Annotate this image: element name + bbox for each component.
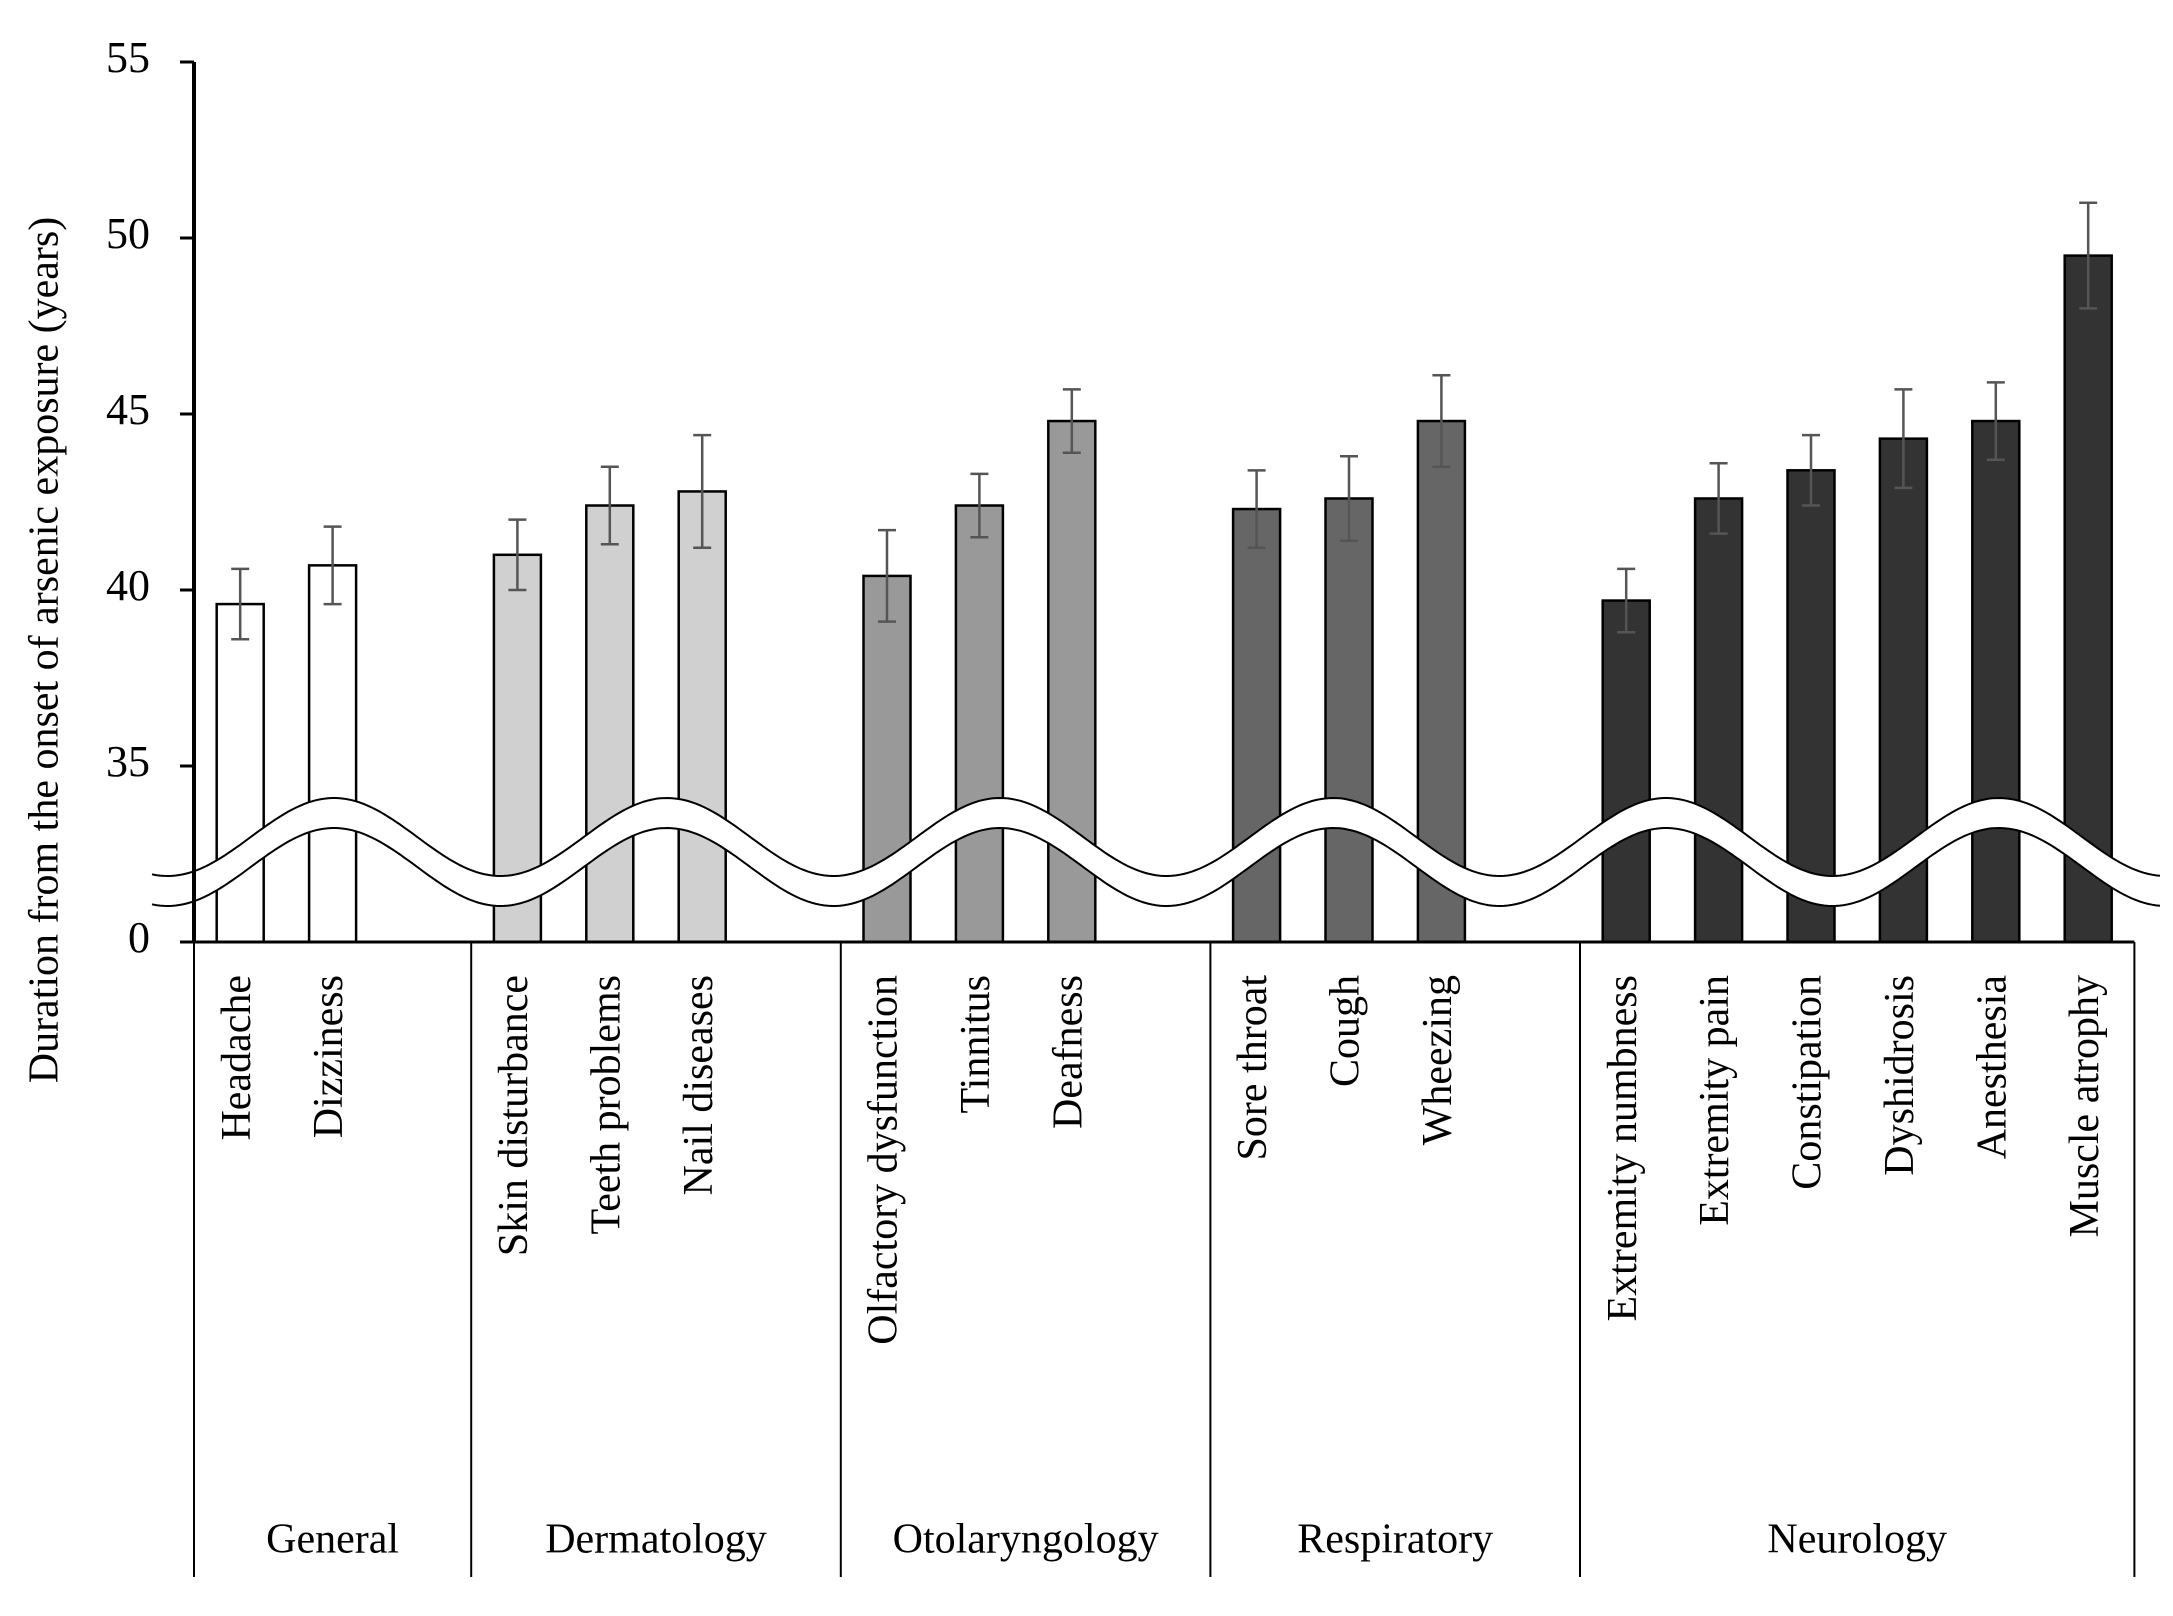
x-tick-label: Headache [214, 975, 260, 1141]
bar [307, 564, 358, 944]
error-bar [1802, 433, 1820, 507]
x-tick-label: Anesthesia [1969, 975, 2015, 1160]
x-tick-label: Sore throat [1230, 975, 1276, 1161]
x-tick-label: Nail diseases [676, 975, 722, 1195]
y-tick-label: 45 [106, 385, 150, 434]
group-label: Dermatology [545, 1517, 767, 1563]
error-bar [1617, 567, 1636, 634]
error-bar [1986, 381, 2005, 462]
axis-break-line [151, 826, 2161, 908]
x-tick-label: Teeth problems [583, 975, 629, 1235]
bar [1971, 419, 2021, 944]
y-axis-label: Duration from the onset of arsenic expos… [22, 217, 68, 1084]
group-label: General [266, 1517, 399, 1563]
group-label: Respiratory [1297, 1517, 1493, 1563]
y-tick-label: 40 [106, 561, 150, 610]
x-tick-label: Tinnitus [953, 975, 999, 1114]
y-tick-label: 0 [128, 913, 150, 962]
bar [1324, 497, 1374, 944]
error-bar [600, 465, 619, 546]
bar [1601, 599, 1651, 944]
x-tick-label: Skin disturbance [491, 975, 537, 1256]
bar [1231, 507, 1282, 944]
error-bar [323, 525, 342, 606]
error-bar [1432, 374, 1451, 469]
bar [1786, 469, 1836, 944]
error-bar [1709, 462, 1728, 535]
x-tick-label: Olfactory dysfunction [861, 975, 907, 1345]
error-bar [878, 528, 896, 623]
y-tick-label: 55 [106, 33, 150, 82]
bar [677, 490, 727, 944]
x-tick-label: Dizziness [306, 975, 352, 1138]
x-tick-label: Extremity pain [1692, 975, 1738, 1226]
bar [954, 504, 1005, 944]
axis-break-line [151, 796, 2161, 878]
bars [215, 201, 2113, 944]
error-bar [1062, 388, 1081, 454]
x-tick-label: Extremity numbness [1600, 975, 1646, 1321]
y-tick-label: 50 [106, 209, 150, 258]
x-tick-label: Cough [1323, 975, 1369, 1087]
axis-break-band [152, 798, 2162, 906]
error-bar [693, 433, 712, 550]
error-bar [1340, 454, 1358, 542]
bar [585, 504, 635, 944]
x-tick-label: Muscle atrophy [2062, 975, 2108, 1237]
error-bar [231, 567, 250, 641]
y-tick-label: 35 [106, 737, 150, 786]
error-bar [2079, 201, 2098, 310]
x-tick-label: Wheezing [1415, 975, 1461, 1145]
error-bar [970, 472, 989, 539]
group-label: Otolaryngology [893, 1517, 1159, 1563]
x-tick-label: Constipation [1785, 975, 1831, 1190]
error-bar [508, 518, 527, 592]
x-tick-label: Deafness [1045, 975, 1091, 1129]
bar [1693, 497, 1744, 944]
x-tick-label: Dyshidrosis [1877, 975, 1923, 1176]
bar [215, 602, 265, 944]
error-bar [1247, 469, 1266, 550]
group-label: Neurology [1767, 1517, 1947, 1563]
error-bar [1894, 388, 1913, 490]
